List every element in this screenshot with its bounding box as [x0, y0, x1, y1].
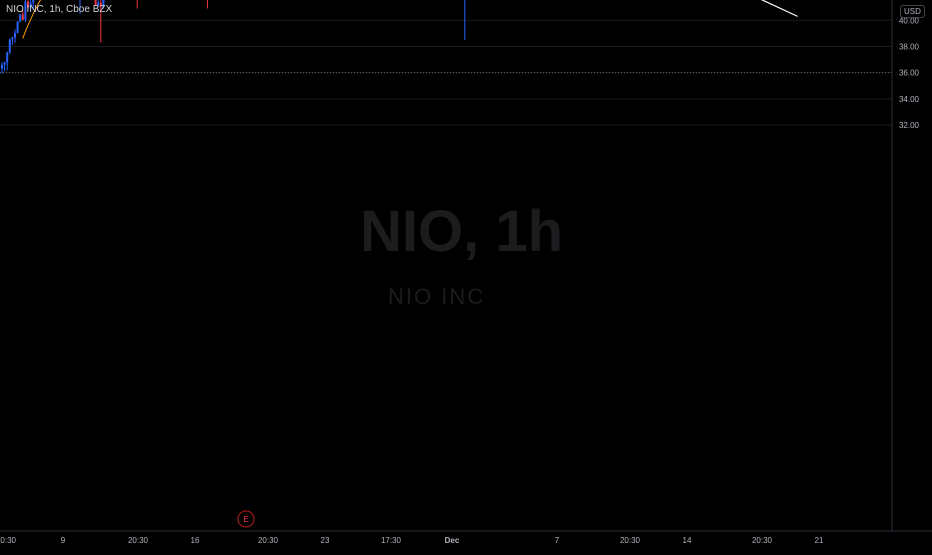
candle — [9, 38, 11, 54]
time-tick-label: Dec — [445, 536, 460, 545]
price-tick-label: 32.00 — [899, 121, 920, 130]
candle — [136, 0, 138, 9]
candle — [17, 21, 19, 33]
time-tick-label: 20:30 — [620, 536, 641, 545]
candle-body — [22, 14, 24, 20]
time-tick-label: 17:30 — [381, 536, 402, 545]
candle — [14, 30, 16, 43]
earnings-marker[interactable]: E — [238, 511, 254, 527]
time-tick-label: 9 — [61, 536, 66, 545]
candle-body — [17, 22, 19, 33]
time-tick-label: 20:30 — [0, 536, 17, 545]
time-tick-label: 21 — [815, 536, 824, 545]
drawings[interactable]: E — [238, 0, 798, 527]
time-tick-label: 23 — [321, 536, 330, 545]
candle-body — [6, 52, 8, 62]
candle-body — [11, 37, 13, 39]
candle — [206, 0, 208, 9]
candle-body — [32, 0, 34, 2]
candle-body — [4, 62, 6, 64]
time-tick-label: 20:30 — [752, 536, 773, 545]
candle — [1, 62, 3, 74]
price-tick-label: 36.00 — [899, 69, 920, 78]
horizontal-levels — [0, 0, 892, 73]
earnings-marker-label: E — [243, 515, 248, 524]
time-tick-label: 16 — [191, 536, 200, 545]
currency-button[interactable]: USD — [900, 5, 925, 18]
symbol-title[interactable]: NIO INC, 1h, Cboe BZX — [6, 4, 112, 15]
price-tick-label: 38.00 — [899, 42, 920, 51]
grid — [0, 0, 892, 125]
candle-body — [1, 65, 3, 69]
time-tick-label: 20:30 — [258, 536, 279, 545]
candle-body — [14, 33, 16, 37]
time-tick-label: 14 — [683, 536, 692, 545]
candle — [6, 52, 8, 71]
descending-trendline[interactable] — [324, 0, 797, 16]
time-tick-label: 7 — [555, 536, 560, 545]
candle — [4, 61, 6, 71]
candle — [11, 37, 13, 45]
candle-body — [9, 39, 11, 52]
candle-body — [19, 14, 21, 21]
price-tick-label: 34.00 — [899, 95, 920, 104]
candle — [19, 14, 21, 22]
time-tick-label: 20:30 — [128, 536, 149, 545]
